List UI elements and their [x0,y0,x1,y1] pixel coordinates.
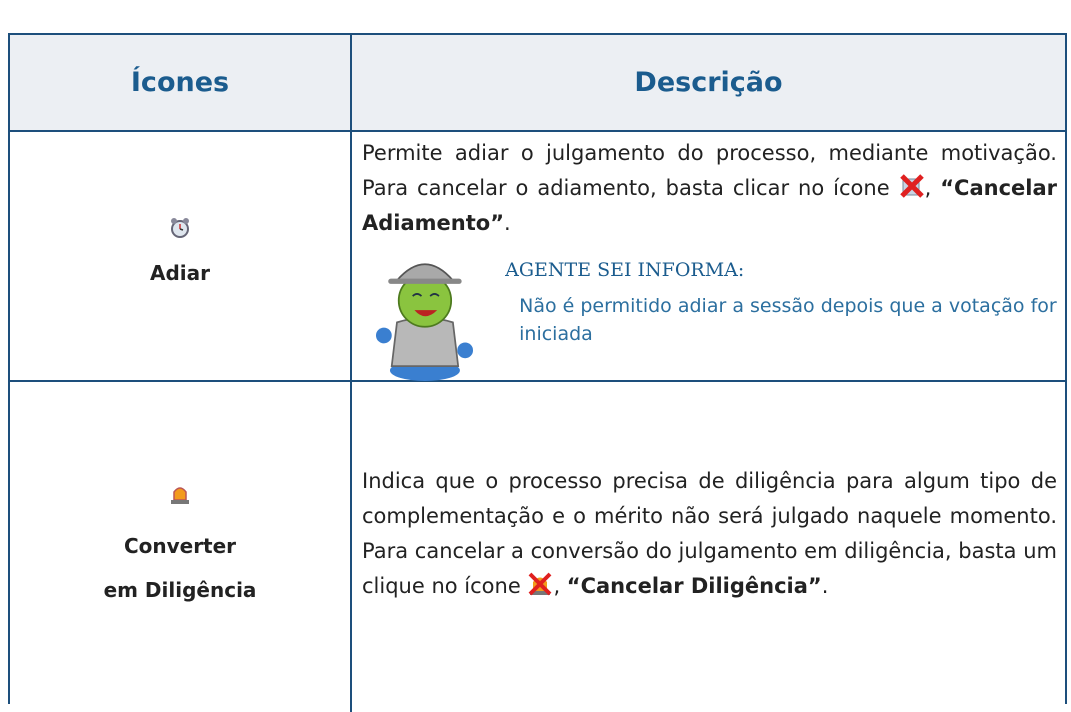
icon-cell: Adiar [10,132,352,380]
icon-label: em Diligência [103,578,257,602]
table: Ícones Descrição Adiar Permite adiar o j… [8,33,1067,712]
description-cell: Permite adiar o julgamento do processo, … [352,132,1065,381]
alarm-clock-icon [171,218,189,238]
description: Permite adiar o julgamento do processo, … [362,141,1057,235]
agent-note: AGENTE SEI INFORMA: Não é permitido adia… [362,243,1057,393]
description-text: . [821,574,829,598]
description: Indica que o processo precisa de diligên… [362,469,1057,598]
description-text: . [504,211,511,235]
table-row: Converter em Diligência Indica que o pro… [10,382,1065,712]
description-emphasis: “Cancelar Adiamento” [362,176,1057,235]
table-header: Ícones Descrição [10,35,1065,132]
cancel-icon[interactable] [527,571,553,597]
description-text: Indica que o processo precisa de diligên… [362,469,1057,598]
cancel-icon[interactable] [899,173,925,199]
description-emphasis: “Cancelar Diligência” [566,574,822,598]
description-cell: Indica que o processo precisa de diligên… [352,382,1065,712]
icon-label: Adiar [149,261,210,285]
icon-label: Converter [123,534,237,558]
note-title: AGENTE SEI INFORMA: [505,259,745,281]
agent-character [375,263,474,381]
description-text: Permite adiar o julgamento do processo, … [362,141,1057,200]
note-text: Não é permitido adiar a sessão depois qu… [519,295,1057,345]
table-row: Adiar Permite adiar o julgamento do proc… [10,132,1065,382]
icon-cell: Converter em Diligência [10,382,352,712]
header-cell: Ícones [10,35,352,130]
siren-icon [171,487,189,504]
header-cell: Descrição [634,67,783,98]
